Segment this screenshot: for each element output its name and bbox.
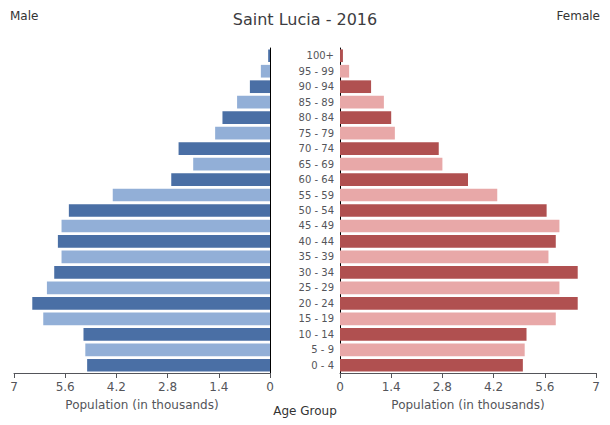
svg-text:95 - 99: 95 - 99 — [299, 66, 334, 77]
svg-text:100+: 100+ — [307, 50, 334, 61]
svg-text:Age Group: Age Group — [273, 404, 337, 418]
svg-text:4.2: 4.2 — [107, 380, 126, 394]
svg-text:90 - 94: 90 - 94 — [299, 81, 334, 92]
svg-text:5 - 9: 5 - 9 — [311, 344, 334, 355]
svg-text:45 - 49: 45 - 49 — [299, 220, 334, 231]
svg-text:Saint Lucia - 2016: Saint Lucia - 2016 — [233, 10, 377, 29]
svg-text:55 - 59: 55 - 59 — [299, 190, 334, 201]
svg-text:75 - 79: 75 - 79 — [299, 128, 334, 139]
svg-text:65 - 69: 65 - 69 — [299, 159, 334, 170]
svg-text:60 - 64: 60 - 64 — [299, 174, 334, 185]
svg-text:Population (in thousands): Population (in thousands) — [65, 398, 218, 412]
svg-text:Female: Female — [557, 9, 600, 23]
svg-text:40 - 44: 40 - 44 — [299, 236, 334, 247]
svg-text:25 - 29: 25 - 29 — [299, 282, 334, 293]
svg-text:20 - 24: 20 - 24 — [299, 298, 334, 309]
svg-text:5.6: 5.6 — [535, 380, 554, 394]
svg-text:7: 7 — [10, 380, 18, 394]
svg-text:0: 0 — [266, 380, 274, 394]
svg-text:50 - 54: 50 - 54 — [299, 205, 334, 216]
svg-text:5.6: 5.6 — [56, 380, 75, 394]
svg-text:4.2: 4.2 — [484, 380, 503, 394]
svg-text:1.4: 1.4 — [209, 380, 228, 394]
svg-text:Male: Male — [10, 9, 38, 23]
svg-text:30 - 34: 30 - 34 — [299, 267, 334, 278]
svg-text:70 - 74: 70 - 74 — [299, 143, 334, 154]
svg-text:0: 0 — [336, 380, 344, 394]
svg-text:7: 7 — [592, 380, 600, 394]
svg-text:1.4: 1.4 — [382, 380, 401, 394]
svg-text:15 - 19: 15 - 19 — [299, 313, 334, 324]
svg-text:10 - 14: 10 - 14 — [299, 329, 334, 340]
svg-text:2.8: 2.8 — [158, 380, 177, 394]
svg-text:0 - 4: 0 - 4 — [311, 360, 334, 371]
svg-text:2.8: 2.8 — [433, 380, 452, 394]
svg-text:80 - 84: 80 - 84 — [299, 112, 334, 123]
svg-text:85 - 89: 85 - 89 — [299, 97, 334, 108]
svg-text:35 - 39: 35 - 39 — [299, 251, 334, 262]
svg-text:Population (in thousands): Population (in thousands) — [391, 398, 544, 412]
